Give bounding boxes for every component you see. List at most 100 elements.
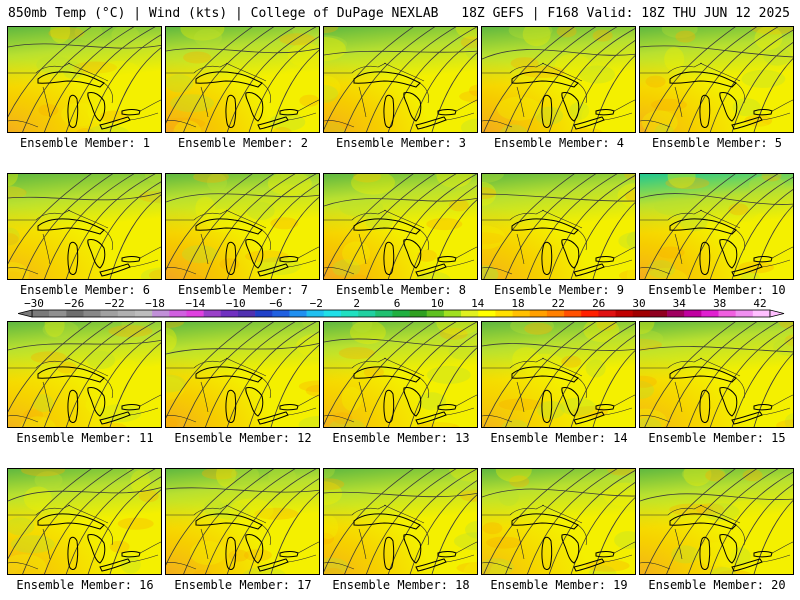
ensemble-member-map [481, 321, 636, 428]
ensemble-member-map [7, 26, 162, 133]
colorbar-tick-label: 14 [471, 297, 485, 310]
temperature-field [640, 27, 793, 132]
ensemble-member-map [7, 468, 162, 575]
colorbar-tick-label: 34 [673, 297, 687, 310]
ensemble-member-map [165, 26, 320, 133]
ensemble-member-map [323, 173, 478, 280]
temperature-colorbar: −30 −26 −22 −18 −14 −10 −6 −2 2 6 10 14 18 22 26 30 34 38… [18, 297, 785, 318]
ensemble-member-label: Ensemble Member: 3 [335, 136, 467, 150]
ensemble-member-map [481, 26, 636, 133]
ensemble-member-label: Ensemble Member: 9 [493, 283, 625, 297]
colorbar-swatch [375, 310, 393, 317]
ensemble-member-label: Ensemble Member: 7 [177, 283, 309, 297]
temperature-field [482, 322, 635, 427]
colorbar-swatch [495, 310, 513, 317]
map-title: 850mb Temp (°C) | Wind (kts) | College o… [8, 6, 439, 21]
colorbar-swatch [735, 310, 754, 317]
ensemble-member-label: Ensemble Member: 19 [490, 578, 628, 592]
colorbar-tick-label: 2 [353, 297, 360, 310]
colorbar-tick-label: 18 [511, 297, 524, 310]
colorbar-swatch [152, 310, 170, 317]
colorbar-tick-label: 38 [713, 297, 726, 310]
colorbar-swatch [546, 310, 565, 317]
colorbar-swatch [564, 310, 582, 317]
colorbar-swatch [32, 310, 50, 317]
ensemble-member-map [323, 468, 478, 575]
colorbar-swatch [272, 310, 290, 317]
temperature-field [324, 322, 477, 427]
colorbar-swatch [684, 310, 702, 317]
colorbar-swatch [117, 310, 136, 317]
temperature-field [8, 469, 161, 574]
colorbar-swatch [237, 310, 256, 317]
ensemble-member-label: Ensemble Member: 15 [648, 431, 786, 445]
temperature-field [8, 174, 161, 279]
colorbar-swatch [752, 310, 771, 317]
ensemble-member-map [639, 468, 794, 575]
colorbar-swatch [478, 310, 496, 317]
colorbar-tick-label: 22 [552, 297, 565, 310]
ensemble-member-label: Ensemble Member: 10 [648, 283, 786, 297]
ensemble-member-map [323, 26, 478, 133]
colorbar-swatch [49, 310, 67, 317]
colorbar-swatch [134, 310, 153, 317]
model-valid-time: 18Z GEFS | F168 Valid: 18Z THU JUN 12 20… [461, 6, 790, 21]
colorbar-swatch [186, 310, 204, 317]
ensemble-member-label: Ensemble Member: 4 [493, 136, 625, 150]
colorbar-swatch [323, 310, 342, 317]
ensemble-member-label: Ensemble Member: 6 [19, 283, 151, 297]
temperature-field [324, 469, 477, 574]
colorbar-swatch [461, 310, 479, 317]
temperature-field [324, 27, 477, 132]
colorbar-swatch [340, 310, 359, 317]
temperature-field [640, 174, 793, 279]
colorbar-tick-label: 26 [592, 297, 605, 310]
temperature-field [166, 469, 319, 574]
colorbar-tick-label: −22 [105, 297, 125, 310]
ensemble-member-map [165, 173, 320, 280]
temperature-field [324, 174, 477, 279]
colorbar-high-arrow [769, 309, 785, 318]
ensemble-member-label: Ensemble Member: 12 [174, 431, 312, 445]
colorbar-swatch [83, 310, 101, 317]
temperature-field [8, 322, 161, 427]
colorbar-tick-label: 10 [431, 297, 444, 310]
ensemble-member-label: Ensemble Member: 16 [16, 578, 154, 592]
colorbar-swatch [632, 310, 651, 317]
colorbar-tick-label: −30 [24, 297, 44, 310]
colorbar-tick-label: 42 [753, 297, 766, 310]
temperature-field [640, 469, 793, 574]
colorbar-swatch [701, 310, 719, 317]
ensemble-member-map [639, 321, 794, 428]
temperature-field [482, 174, 635, 279]
temperature-field [482, 27, 635, 132]
temperature-field [166, 27, 319, 132]
colorbar-tick-label: −26 [64, 297, 84, 310]
ensemble-member-map [639, 26, 794, 133]
ensemble-member-label: Ensemble Member: 1 [19, 136, 151, 150]
colorbar-swatch [306, 310, 325, 317]
colorbar-swatch [66, 310, 84, 317]
colorbar-swatch [358, 310, 376, 317]
ensemble-member-map [7, 173, 162, 280]
colorbar-low-arrow [18, 309, 33, 318]
colorbar-tick-label: −6 [269, 297, 282, 310]
colorbar-swatch [220, 310, 239, 317]
ensemble-member-label: Ensemble Member: 2 [177, 136, 309, 150]
ensemble-member-label: Ensemble Member: 18 [332, 578, 470, 592]
colorbar-tick-label: 30 [632, 297, 645, 310]
ensemble-member-map [165, 468, 320, 575]
colorbar-tick-label: 6 [394, 297, 401, 310]
ensemble-member-label: Ensemble Member: 11 [16, 431, 154, 445]
colorbar-tick-label: −14 [185, 297, 205, 310]
colorbar-swatch [667, 310, 685, 317]
colorbar-swatch [100, 310, 119, 317]
colorbar-swatch [529, 310, 548, 317]
colorbar-swatch [598, 310, 616, 317]
ensemble-member-map [481, 468, 636, 575]
ensemble-member-map [639, 173, 794, 280]
colorbar-swatch [443, 310, 462, 317]
colorbar-swatch [255, 310, 273, 317]
colorbar-swatch [289, 310, 307, 317]
colorbar-swatch [615, 310, 633, 317]
